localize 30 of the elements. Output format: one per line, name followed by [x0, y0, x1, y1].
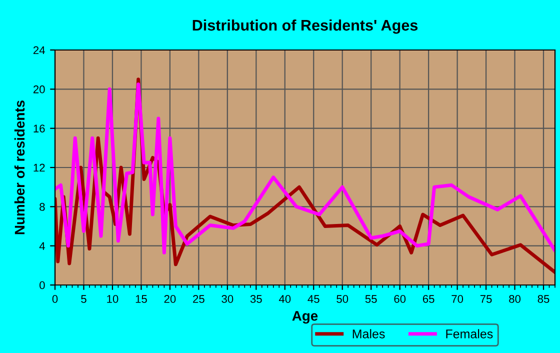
x-tick-label: 10 [107, 295, 118, 303]
x-tick-label: 80 [509, 295, 521, 303]
chart-title: Distribution of Residents' Ages [192, 19, 418, 34]
x-tick-label: 25 [193, 295, 204, 303]
x-tick-label: 85 [538, 295, 550, 303]
y-tick-label: 4 [39, 242, 45, 250]
x-tick-label: 65 [422, 295, 434, 303]
y-tick-label: 20 [33, 85, 45, 94]
y-tick-label: 8 [40, 202, 45, 211]
x-tick-label: 0 [52, 295, 58, 303]
legend-label: Females [446, 329, 493, 338]
x-tick-label: 30 [222, 295, 234, 303]
x-tick-label: 75 [480, 295, 492, 303]
y-tick-label: 12 [34, 164, 45, 172]
x-tick-label: 55 [365, 295, 377, 303]
x-tick-label: 15 [136, 295, 147, 303]
x-tick-label: 5 [81, 295, 86, 303]
x-tick-label: 20 [164, 295, 176, 303]
x-tick-label: 35 [250, 295, 262, 303]
y-tick-label: 0 [40, 281, 45, 290]
x-tick-label: 60 [394, 295, 406, 303]
x-tick-label: 50 [336, 295, 348, 303]
y-tick-label: 16 [34, 124, 45, 132]
x-tick-label: 40 [278, 295, 291, 303]
legend-label: Males [352, 329, 385, 338]
y-tick-label: 24 [33, 46, 45, 54]
x-tick-label: 70 [452, 295, 464, 303]
x-axis-title: Age [292, 311, 318, 324]
x-tick-label: 45 [308, 295, 320, 303]
y-axis-title: Number of residents [14, 100, 25, 234]
